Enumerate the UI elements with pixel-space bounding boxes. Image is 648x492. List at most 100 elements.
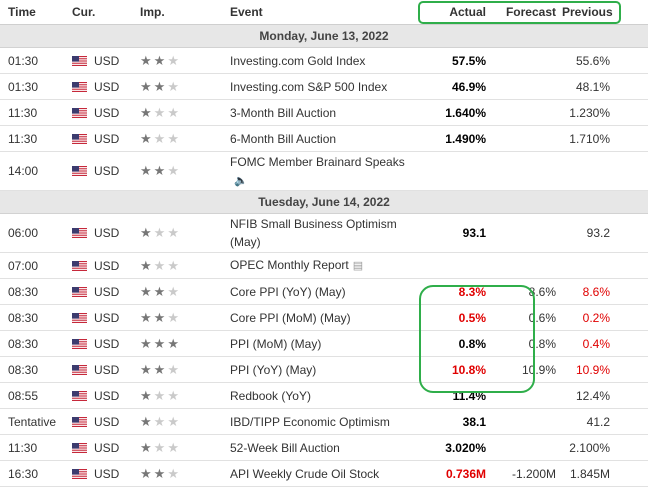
- header-importance[interactable]: Imp.: [140, 0, 230, 25]
- header-previous[interactable]: Previous: [562, 0, 648, 25]
- header-time[interactable]: Time: [0, 0, 72, 25]
- event-cell[interactable]: API Weekly Crude Oil Stock: [230, 460, 420, 487]
- event-row[interactable]: 08:30 USD ★★★ Core PPI (YoY) (May) 8.3% 8.6% 8…: [0, 278, 648, 305]
- importance-cell: ★★★: [140, 460, 230, 487]
- previous-value: 1.845M: [562, 460, 648, 487]
- currency-cell: USD: [72, 213, 140, 253]
- speaker-icon[interactable]: 🔈: [234, 174, 248, 187]
- actual-value: 46.9%: [420, 73, 492, 100]
- event-row[interactable]: 11:30 USD ★★★ 3-Month Bill Auction 1.640% 1.2…: [0, 99, 648, 126]
- us-flag-icon: [72, 286, 87, 297]
- star-icon: ★: [153, 257, 168, 273]
- event-cell[interactable]: Core PPI (YoY) (May): [230, 278, 420, 305]
- event-row[interactable]: 16:30 USD ★★★ API Weekly Crude Oil Stock 0.7…: [0, 460, 648, 487]
- event-cell[interactable]: IBD/TIPP Economic Optimism: [230, 408, 420, 435]
- currency-label: USD: [94, 53, 120, 68]
- currency-cell: USD: [72, 125, 140, 152]
- star-icon: ★: [140, 78, 154, 94]
- event-row[interactable]: 11:30 USD ★★★ 6-Month Bill Auction 1.490% 1.7…: [0, 125, 648, 152]
- event-row[interactable]: 14:00 USD ★★★ FOMC Member Brainard Speaks🔈: [0, 151, 648, 191]
- event-link[interactable]: OPEC Monthly Report: [230, 258, 349, 272]
- star-icon: ★: [153, 387, 168, 403]
- event-cell[interactable]: OPEC Monthly Report ▤: [230, 252, 420, 279]
- event-link[interactable]: 52-Week Bill Auction: [230, 440, 340, 455]
- event-row[interactable]: 01:30 USD ★★★ Investing.com S&P 500 Index 46…: [0, 73, 648, 100]
- star-icon: ★: [167, 225, 181, 240]
- importance-cell: ★★★: [140, 434, 230, 461]
- event-cell[interactable]: 3-Month Bill Auction: [230, 99, 420, 126]
- event-link[interactable]: NFIB Small Business Optimism (May): [230, 217, 397, 249]
- event-cell[interactable]: Investing.com Gold Index: [230, 47, 420, 74]
- currency-label: USD: [94, 131, 120, 146]
- event-link[interactable]: 6-Month Bill Auction: [230, 131, 337, 146]
- event-link[interactable]: 3-Month Bill Auction: [230, 105, 337, 120]
- previous-value: 0.2%: [562, 304, 648, 331]
- event-link[interactable]: Core PPI (YoY) (May): [230, 284, 346, 299]
- currency-cell: USD: [72, 356, 140, 383]
- currency-label: USD: [94, 336, 120, 351]
- event-row[interactable]: 08:55 USD ★★★ Redbook (YoY) 11.4% 12.4%: [0, 382, 648, 409]
- event-row[interactable]: 08:30 USD ★★★ Core PPI (MoM) (May) 0.5% 0.6% 0…: [0, 304, 648, 331]
- event-row[interactable]: 06:00 USD ★★★ NFIB Small Business Optimism …: [0, 213, 648, 253]
- header-forecast[interactable]: Forecast: [492, 0, 562, 25]
- header-event[interactable]: Event: [230, 0, 420, 25]
- currency-cell: USD: [72, 382, 140, 409]
- previous-value: 1.230%: [562, 99, 648, 126]
- event-cell[interactable]: PPI (YoY) (May): [230, 356, 420, 383]
- event-link[interactable]: PPI (MoM) (May): [230, 336, 322, 351]
- event-link[interactable]: Redbook (YoY): [230, 388, 311, 403]
- importance-stars: ★★★: [140, 105, 181, 121]
- importance-cell: ★★★: [140, 125, 230, 152]
- actual-value: 57.5%: [420, 47, 492, 74]
- event-link[interactable]: Investing.com S&P 500 Index: [230, 79, 388, 94]
- currency-label: USD: [94, 284, 120, 299]
- event-cell[interactable]: NFIB Small Business Optimism (May): [230, 213, 420, 253]
- event-row[interactable]: 11:30 USD ★★★ 52-Week Bill Auction 3.020% 2.1…: [0, 434, 648, 461]
- importance-stars: ★★★: [140, 388, 181, 404]
- currency-cell: USD: [72, 73, 140, 100]
- star-icon: ★: [153, 361, 168, 377]
- event-cell[interactable]: 6-Month Bill Auction: [230, 125, 420, 152]
- forecast-value: [492, 213, 562, 253]
- report-icon[interactable]: ▤: [352, 260, 364, 272]
- previous-value: 41.2: [562, 408, 648, 435]
- header-currency[interactable]: Cur.: [72, 0, 140, 25]
- actual-value: [420, 151, 492, 191]
- event-row[interactable]: 01:30 USD ★★★ Investing.com Gold Index 57.5%…: [0, 47, 648, 74]
- star-icon: ★: [140, 283, 154, 299]
- event-link[interactable]: Investing.com Gold Index: [230, 53, 366, 68]
- event-link[interactable]: FOMC Member Brainard Speaks: [230, 154, 405, 169]
- event-link[interactable]: Core PPI (MoM) (May): [230, 310, 351, 325]
- event-link[interactable]: API Weekly Crude Oil Stock: [230, 466, 380, 481]
- previous-value: [562, 151, 648, 191]
- day-label: Tuesday, June 14, 2022: [0, 190, 648, 214]
- event-cell[interactable]: Redbook (YoY): [230, 382, 420, 409]
- time-cell: 08:55: [0, 382, 72, 409]
- currency-cell: USD: [72, 434, 140, 461]
- event-link[interactable]: IBD/TIPP Economic Optimism: [230, 414, 390, 429]
- currency-label: USD: [94, 79, 120, 94]
- importance-cell: ★★★: [140, 304, 230, 331]
- day-label: Monday, June 13, 2022: [0, 24, 648, 48]
- time-cell: 11:30: [0, 434, 72, 461]
- currency-label: USD: [94, 164, 120, 178]
- event-cell[interactable]: Core PPI (MoM) (May): [230, 304, 420, 331]
- header-row: Time Cur. Imp. Event Actual Forecast Pre…: [0, 0, 648, 25]
- event-cell[interactable]: FOMC Member Brainard Speaks 🔈: [230, 151, 420, 191]
- actual-value: 3.020%: [420, 434, 492, 461]
- event-row[interactable]: 07:00 USD ★★★ OPEC Monthly Report ▤: [0, 252, 648, 279]
- forecast-value: [492, 47, 562, 74]
- star-icon: ★: [140, 439, 154, 455]
- event-row[interactable]: 08:30 USD ★★★ PPI (YoY) (May) 10.8% 10.9% 10.9…: [0, 356, 648, 383]
- event-row[interactable]: 08:30 USD ★★★ PPI (MoM) (May) 0.8% 0.8% 0.4%: [0, 330, 648, 357]
- day-separator: Monday, June 13, 2022: [0, 24, 648, 48]
- actual-value: 1.640%: [420, 99, 492, 126]
- star-icon: ★: [140, 413, 154, 429]
- event-link[interactable]: PPI (YoY) (May): [230, 362, 317, 377]
- event-cell[interactable]: 52-Week Bill Auction: [230, 434, 420, 461]
- event-cell[interactable]: PPI (MoM) (May): [230, 330, 420, 357]
- event-row[interactable]: Tentative USD ★★★ IBD/TIPP Economic Optimis…: [0, 408, 648, 435]
- event-cell[interactable]: Investing.com S&P 500 Index: [230, 73, 420, 100]
- header-actual[interactable]: Actual: [420, 0, 492, 25]
